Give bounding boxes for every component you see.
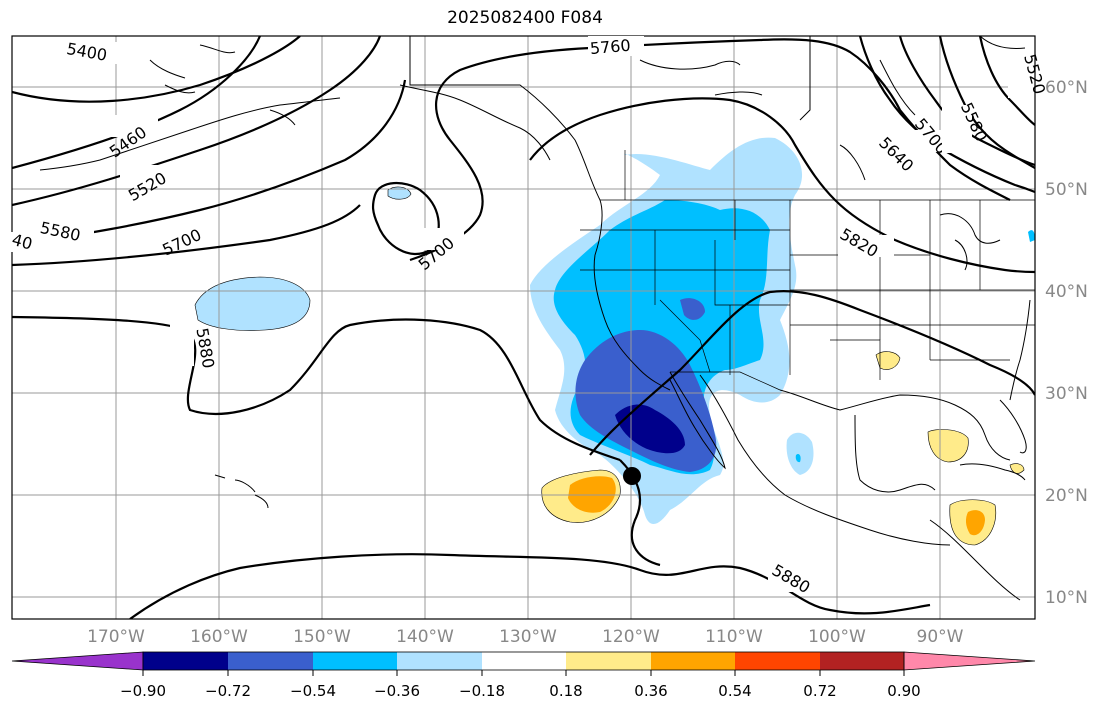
- mexico-blue-region: [786, 432, 814, 475]
- colorbar: −0.90 −0.72 −0.54 −0.36 −0.18 0.18 0.36 …: [11, 651, 1036, 700]
- lat-label: 40°N: [1045, 282, 1088, 302]
- colorbar-tick-label: 0.72: [803, 682, 836, 700]
- lon-label: 170°W: [87, 627, 145, 647]
- lon-label: 160°W: [190, 627, 248, 647]
- colorbar-tick-label: 0.18: [549, 682, 582, 700]
- lat-label: 60°N: [1045, 78, 1088, 98]
- colorbar-segment: [143, 652, 228, 670]
- map-area: [12, 36, 1035, 619]
- lon-label: 130°W: [499, 627, 557, 647]
- colorbar-tick-label: −0.54: [290, 682, 336, 700]
- lon-label: 150°W: [293, 627, 351, 647]
- map-title: 2025082400 F084: [447, 8, 603, 28]
- yellow-region-gulf: [927, 429, 969, 463]
- lon-label: 140°W: [396, 627, 454, 647]
- colorbar-tick-label: −0.72: [205, 682, 251, 700]
- navy-region: [615, 404, 685, 454]
- lat-label: 30°N: [1045, 384, 1088, 404]
- medium-blue-patch: [680, 298, 705, 320]
- storm-position-marker: [623, 467, 641, 485]
- orange-region-pacific: [568, 476, 616, 513]
- colorbar-segment: [903, 651, 1036, 671]
- latitude-labels: 60°N 50°N 40°N 30°N 20°N 10°N: [1045, 78, 1088, 608]
- colorbar-tick-label: −0.90: [120, 682, 166, 700]
- contour-label: 40: [10, 230, 35, 254]
- pacific-light-blue-region: [194, 276, 311, 331]
- lat-label: 20°N: [1045, 486, 1088, 506]
- lon-label: 90°W: [917, 627, 964, 647]
- colorbar-segment: [820, 652, 904, 670]
- yellow-region-texas: [875, 351, 901, 370]
- colorbar-tick-label: −0.36: [374, 682, 420, 700]
- colorbar-segment: [651, 652, 735, 670]
- graticule: [12, 36, 1035, 619]
- lon-label: 100°W: [808, 627, 866, 647]
- colorbar-segment: [482, 652, 566, 670]
- colorbar-tick-label: 0.54: [718, 682, 751, 700]
- colorbar-segment: [228, 652, 313, 670]
- lon-label: 110°W: [705, 627, 763, 647]
- colorbar-tick-label: 0.36: [634, 682, 667, 700]
- height-contours: [12, 36, 1035, 619]
- orange-region-caribbean: [965, 510, 985, 536]
- colorbar-segment: [313, 652, 397, 670]
- colorbar-segment: [397, 652, 482, 670]
- contour-labels: 5400 5460 5520 5580 40 5700 5760 5880 57…: [10, 36, 1049, 598]
- coastlines: [39, 36, 1031, 601]
- contour-label: 5760: [589, 36, 631, 58]
- longitude-labels: 170°W 160°W 150°W 140°W 130°W 120°W 110°…: [87, 627, 964, 647]
- colorbar-tick-label: 0.90: [887, 682, 920, 700]
- lon-label: 120°W: [602, 627, 660, 647]
- small-blue-blob: [387, 186, 412, 200]
- lat-label: 10°N: [1045, 588, 1088, 608]
- colorbar-tick-label: −0.18: [459, 682, 505, 700]
- political-borders: [580, 150, 1035, 391]
- map-border: [11, 35, 1036, 620]
- colorbar-segment: [11, 651, 144, 671]
- lat-label: 50°N: [1045, 180, 1088, 200]
- colorbar-segment: [735, 652, 820, 670]
- colorbar-segment: [566, 652, 651, 670]
